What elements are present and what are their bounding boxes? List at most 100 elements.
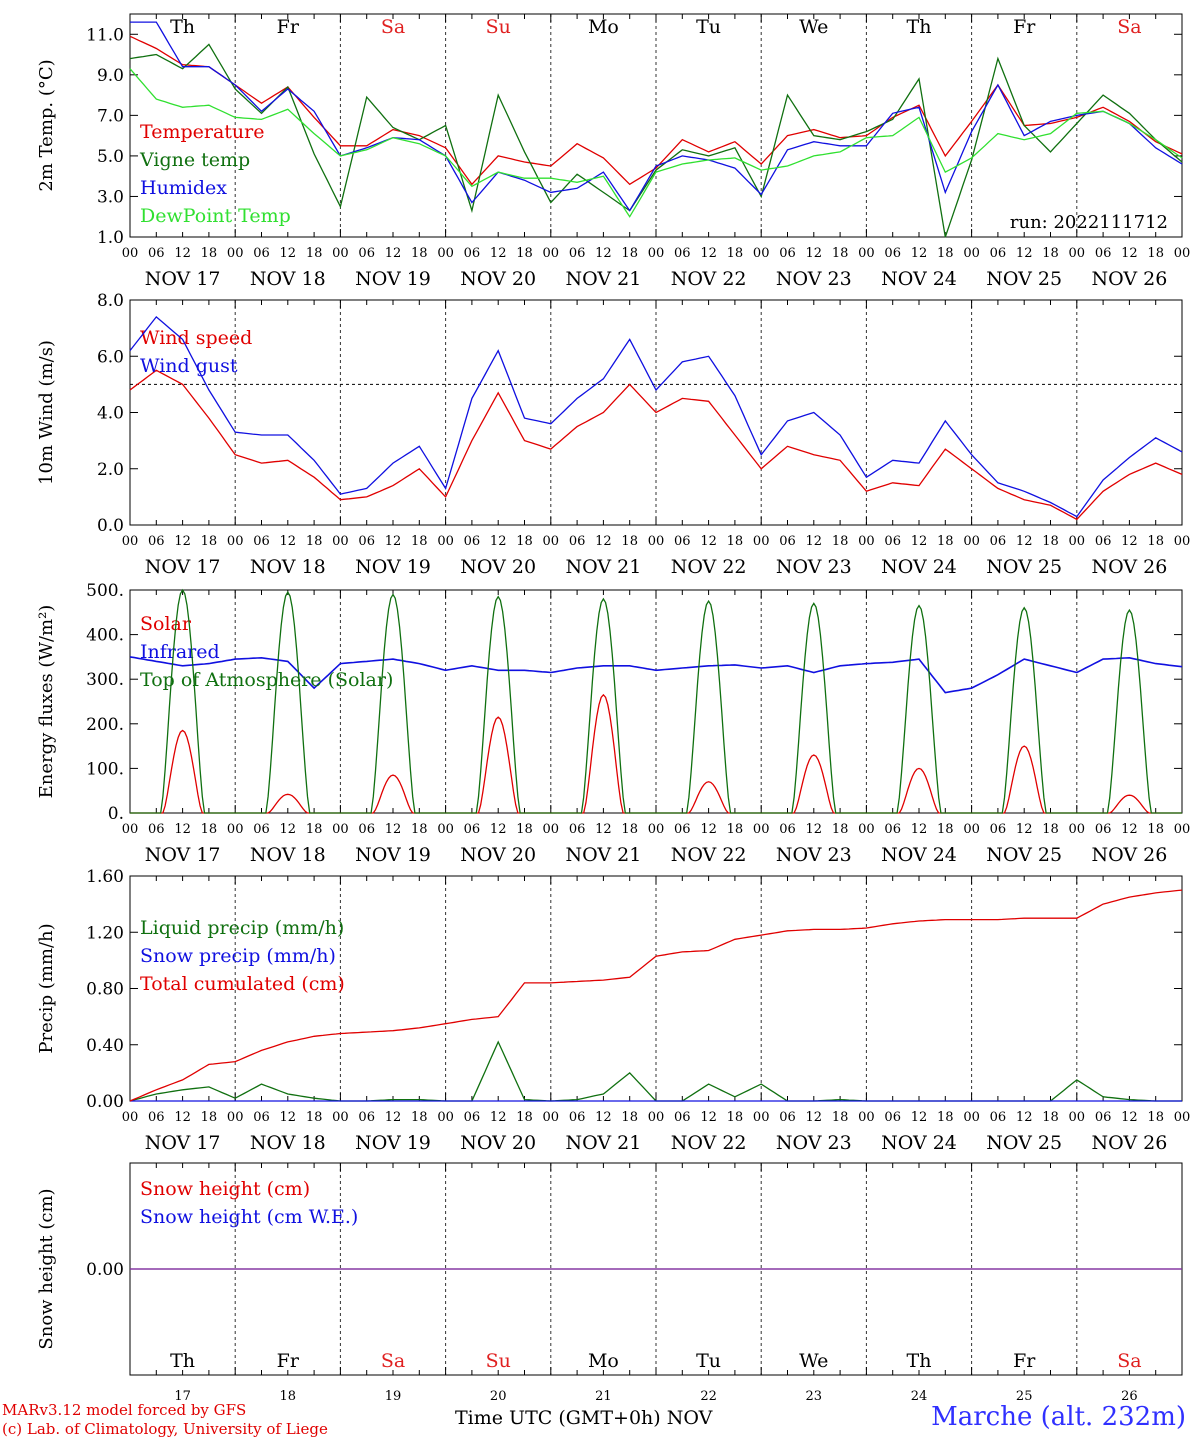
hour-label: 18 xyxy=(201,534,218,549)
date-label: NOV 24 xyxy=(881,1132,957,1154)
hour-label: 18 xyxy=(832,534,849,549)
hour-label: 06 xyxy=(464,246,481,261)
legend-entry: Top of Atmosphere (Solar) xyxy=(140,669,393,691)
hour-label: 06 xyxy=(990,1110,1007,1125)
y-tick-label: 200. xyxy=(86,715,124,735)
hour-label: 00 xyxy=(122,822,139,837)
hour-label: 18 xyxy=(727,534,744,549)
hour-label: 06 xyxy=(884,822,901,837)
hour-label: 00 xyxy=(543,246,560,261)
weekday-label: Th xyxy=(907,16,932,38)
hour-label: 00 xyxy=(858,246,875,261)
date-label: NOV 17 xyxy=(145,556,221,578)
hour-label: 12 xyxy=(911,534,928,549)
date-label: NOV 21 xyxy=(565,556,641,578)
hour-label: 06 xyxy=(1095,1110,1112,1125)
hour-label: 12 xyxy=(700,1110,717,1125)
series-line-3-3 xyxy=(130,588,1182,814)
hour-label: 06 xyxy=(779,246,796,261)
hour-label: 12 xyxy=(700,246,717,261)
hour-label: 06 xyxy=(884,534,901,549)
hour-label: 12 xyxy=(595,1110,612,1125)
y-tick-label: 0.80 xyxy=(86,980,124,1000)
date-label: NOV 25 xyxy=(986,844,1062,866)
hour-label: 00 xyxy=(858,822,875,837)
date-label: NOV 21 xyxy=(565,268,641,290)
hour-label: 12 xyxy=(806,246,823,261)
date-label: NOV 23 xyxy=(776,556,852,578)
y-tick-label: 0. xyxy=(108,804,124,824)
y-tick-label: 11.0 xyxy=(86,25,124,45)
y-tick-label: 4.0 xyxy=(97,404,124,424)
hour-label: 12 xyxy=(700,534,717,549)
hour-label: 06 xyxy=(674,534,691,549)
hour-label: 00 xyxy=(332,822,349,837)
hour-label: 00 xyxy=(753,534,770,549)
y-tick-label: 0.40 xyxy=(86,1036,124,1056)
hour-label: 00 xyxy=(227,534,244,549)
hour-label: 18 xyxy=(1042,1110,1059,1125)
date-label: NOV 22 xyxy=(671,556,747,578)
hour-label: 18 xyxy=(201,246,218,261)
date-label: NOV 20 xyxy=(460,1132,536,1154)
weekday-label: Fr xyxy=(277,16,300,38)
weekday-label: Fr xyxy=(277,1350,300,1372)
hour-label: 12 xyxy=(1121,534,1138,549)
y-tick-label: 6.0 xyxy=(97,347,124,367)
hour-label: 00 xyxy=(227,822,244,837)
day-number-label: 22 xyxy=(700,1389,717,1404)
hour-label: 06 xyxy=(569,1110,586,1125)
day-number-label: 21 xyxy=(595,1389,612,1404)
hour-label: 18 xyxy=(306,1110,323,1125)
date-label: NOV 17 xyxy=(145,1132,221,1154)
y-tick-label: 9.0 xyxy=(97,66,124,86)
hour-label: 06 xyxy=(674,1110,691,1125)
y-tick-label: 8.0 xyxy=(97,291,124,311)
hour-label: 00 xyxy=(1069,246,1086,261)
weekday-label: Sa xyxy=(381,1350,405,1372)
hour-label: 00 xyxy=(858,534,875,549)
day-number-label: 17 xyxy=(174,1389,191,1404)
legend-entry: Infrared xyxy=(140,641,220,663)
hour-label: 06 xyxy=(358,822,375,837)
weekday-label: Su xyxy=(486,1350,511,1372)
date-label: NOV 20 xyxy=(460,844,536,866)
date-label: NOV 19 xyxy=(355,844,431,866)
legend-entry: Snow height (cm W.E.) xyxy=(140,1206,358,1228)
x-axis-label: Time UTC (GMT+0h) NOV xyxy=(455,1407,713,1429)
hour-label: 12 xyxy=(280,822,297,837)
hour-label: 18 xyxy=(411,246,428,261)
hour-label: 18 xyxy=(1147,1110,1164,1125)
hour-label: 00 xyxy=(648,534,665,549)
plot-frame-3 xyxy=(129,589,1183,814)
hour-label: 18 xyxy=(937,534,954,549)
date-label: NOV 26 xyxy=(1091,556,1167,578)
hour-label: 12 xyxy=(595,822,612,837)
hour-label: 18 xyxy=(516,534,533,549)
hour-label: 18 xyxy=(621,246,638,261)
hour-label: 12 xyxy=(595,534,612,549)
hour-label: 18 xyxy=(411,1110,428,1125)
hour-label: 18 xyxy=(516,246,533,261)
day-number-label: 19 xyxy=(385,1389,402,1404)
weekday-label: Th xyxy=(170,1350,195,1372)
hour-label: 18 xyxy=(937,1110,954,1125)
hour-label: 18 xyxy=(201,1110,218,1125)
hour-label: 06 xyxy=(148,534,165,549)
hour-label: 12 xyxy=(490,534,507,549)
hour-label: 06 xyxy=(253,822,270,837)
y-axis-label: 10m Wind (m/s) xyxy=(36,340,57,485)
hour-label: 00 xyxy=(648,822,665,837)
hour-label: 06 xyxy=(464,1110,481,1125)
date-label: NOV 23 xyxy=(776,268,852,290)
y-tick-label: 1.20 xyxy=(86,923,124,943)
date-label: NOV 18 xyxy=(250,1132,326,1154)
y-axis-label: Energy fluxes (W/m²) xyxy=(36,605,57,799)
hour-label: 18 xyxy=(306,822,323,837)
hour-label: 18 xyxy=(621,1110,638,1125)
hour-label: 06 xyxy=(779,822,796,837)
hour-label: 12 xyxy=(806,534,823,549)
day-number-label: 24 xyxy=(911,1389,928,1404)
weekday-label: Fr xyxy=(1013,16,1036,38)
